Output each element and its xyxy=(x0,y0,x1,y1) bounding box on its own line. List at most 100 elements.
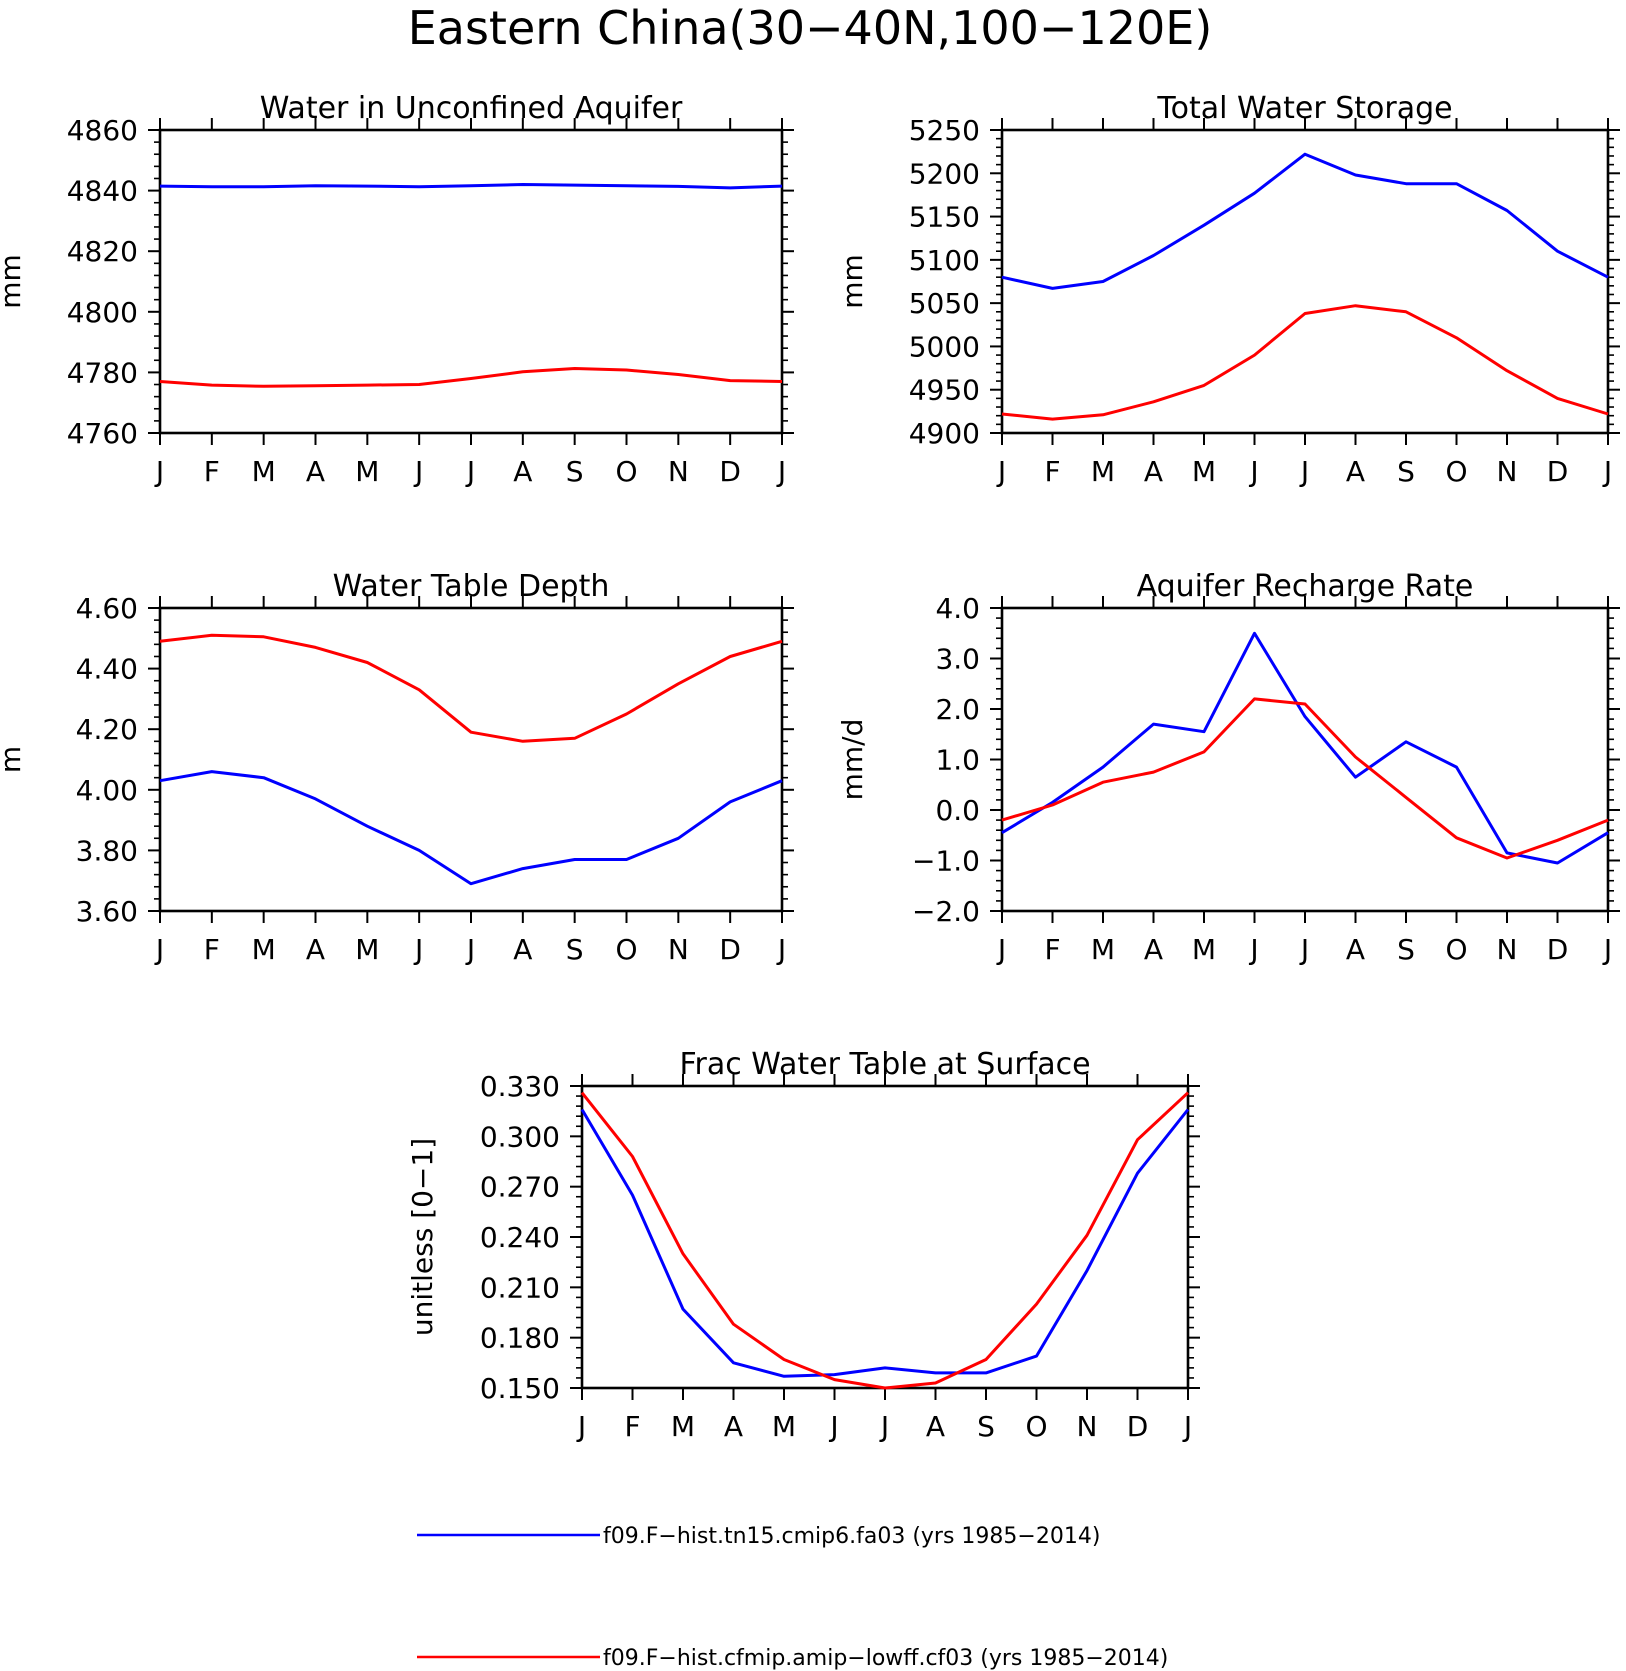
y-tick-label: 4760 xyxy=(67,417,138,450)
x-tick-label: J xyxy=(1248,933,1258,966)
x-tick-label: F xyxy=(624,1410,640,1443)
x-tick-label: A xyxy=(513,455,532,488)
y-tick-label: 5250 xyxy=(909,114,980,147)
series-line-2 xyxy=(159,367,783,388)
x-tick-label: M xyxy=(1091,455,1115,488)
series-line-1 xyxy=(159,183,783,190)
x-tick-label: N xyxy=(668,455,689,488)
x-tick-label: D xyxy=(1127,1410,1149,1443)
series-line-2 xyxy=(580,1091,1190,1390)
y-tick-label: 3.0 xyxy=(935,643,980,676)
x-tick-label: M xyxy=(355,933,379,966)
x-tick-label: A xyxy=(1144,933,1163,966)
y-tick-label: 4900 xyxy=(909,417,980,450)
x-tick-label: O xyxy=(1445,933,1467,966)
y-axis-label: unitless [0−1] xyxy=(406,1138,439,1336)
x-tick-label: J xyxy=(413,933,423,966)
y-tick-label: 4.60 xyxy=(76,592,138,625)
y-tick-label: 4.20 xyxy=(76,713,138,746)
x-tick-label: O xyxy=(615,455,637,488)
x-tick-label: M xyxy=(1192,455,1216,488)
x-tick-label: F xyxy=(1044,455,1060,488)
plot-frame xyxy=(158,606,784,913)
x-tick-label: J xyxy=(576,1410,586,1443)
y-tick-label: 0.150 xyxy=(480,1372,560,1405)
y-tick-label: 4.0 xyxy=(935,592,980,625)
x-tick-label: N xyxy=(1497,933,1518,966)
x-tick-label: M xyxy=(252,455,276,488)
x-tick-label: J xyxy=(996,455,1006,488)
y-tick-label: 5150 xyxy=(909,201,980,234)
x-tick-label: S xyxy=(977,1410,995,1443)
x-tick-label: J xyxy=(1299,455,1309,488)
y-tick-label: 3.60 xyxy=(76,895,138,928)
y-tick-label: −2.0 xyxy=(912,895,980,928)
y-tick-label: −1.0 xyxy=(912,845,980,878)
x-tick-label: A xyxy=(513,933,532,966)
x-tick-label: M xyxy=(1192,933,1216,966)
y-tick-label: 4820 xyxy=(67,235,138,268)
x-tick-label: S xyxy=(566,455,584,488)
y-tick-label: 0.240 xyxy=(480,1221,560,1254)
x-tick-label: J xyxy=(1299,933,1309,966)
x-tick-label: F xyxy=(204,455,220,488)
y-tick-label: 4.00 xyxy=(76,774,138,807)
x-tick-label: J xyxy=(1182,1410,1192,1443)
legend: f09.F−hist.tn15.cmip6.fa03 (yrs 1985−201… xyxy=(417,1524,1168,1671)
legend-label-2: f09.F−hist.cfmip.amip−lowff.cf03 (yrs 19… xyxy=(603,1646,1168,1671)
series-line-1 xyxy=(159,770,783,886)
x-tick-label: M xyxy=(1091,933,1115,966)
y-axis-label: mm xyxy=(0,254,27,309)
y-tick-label: 4780 xyxy=(67,356,138,389)
x-tick-label: A xyxy=(306,933,325,966)
x-tick-label: A xyxy=(306,455,325,488)
x-tick-label: F xyxy=(1044,933,1060,966)
y-tick-label: 4800 xyxy=(67,296,138,329)
legend-label-1: f09.F−hist.tn15.cmip6.fa03 (yrs 1985−201… xyxy=(603,1524,1100,1549)
y-tick-label: 5200 xyxy=(909,157,980,190)
y-tick-label: 4.40 xyxy=(76,653,138,686)
x-tick-label: O xyxy=(1025,1410,1047,1443)
y-tick-label: 3.80 xyxy=(76,834,138,867)
y-tick-label: 4950 xyxy=(909,374,980,407)
x-tick-label: S xyxy=(566,933,584,966)
y-tick-label: 4860 xyxy=(67,114,138,147)
x-tick-label: A xyxy=(1144,455,1163,488)
y-axis-label: m xyxy=(0,746,27,773)
x-tick-label: J xyxy=(1602,933,1612,966)
series-line-2 xyxy=(159,633,783,743)
series-line-1 xyxy=(580,1108,1190,1378)
x-tick-label: J xyxy=(996,933,1006,966)
x-tick-label: S xyxy=(1397,933,1415,966)
y-tick-label: 0.180 xyxy=(480,1322,560,1355)
x-tick-label: F xyxy=(204,933,220,966)
x-tick-label: M xyxy=(772,1410,796,1443)
x-tick-label: J xyxy=(879,1410,889,1443)
x-tick-label: A xyxy=(724,1410,743,1443)
x-tick-label: J xyxy=(465,933,475,966)
y-tick-label: 2.0 xyxy=(935,693,980,726)
y-tick-label: 5000 xyxy=(909,330,980,363)
plot-frame xyxy=(1000,606,1610,913)
x-tick-label: M xyxy=(252,933,276,966)
x-tick-label: J xyxy=(776,455,786,488)
x-tick-label: O xyxy=(615,933,637,966)
x-tick-label: D xyxy=(1547,455,1569,488)
x-tick-label: J xyxy=(1602,455,1612,488)
x-tick-label: J xyxy=(1248,455,1258,488)
x-tick-label: D xyxy=(1547,933,1569,966)
series-line-2 xyxy=(1001,304,1609,421)
y-tick-label: 0.0 xyxy=(935,794,980,827)
y-tick-label: 0.300 xyxy=(480,1120,560,1153)
x-tick-label: J xyxy=(776,933,786,966)
x-tick-label: A xyxy=(926,1410,945,1443)
series-line-1 xyxy=(1001,152,1609,290)
y-tick-label: 4840 xyxy=(67,175,138,208)
series-line-2 xyxy=(1001,697,1609,860)
x-tick-label: J xyxy=(154,455,164,488)
